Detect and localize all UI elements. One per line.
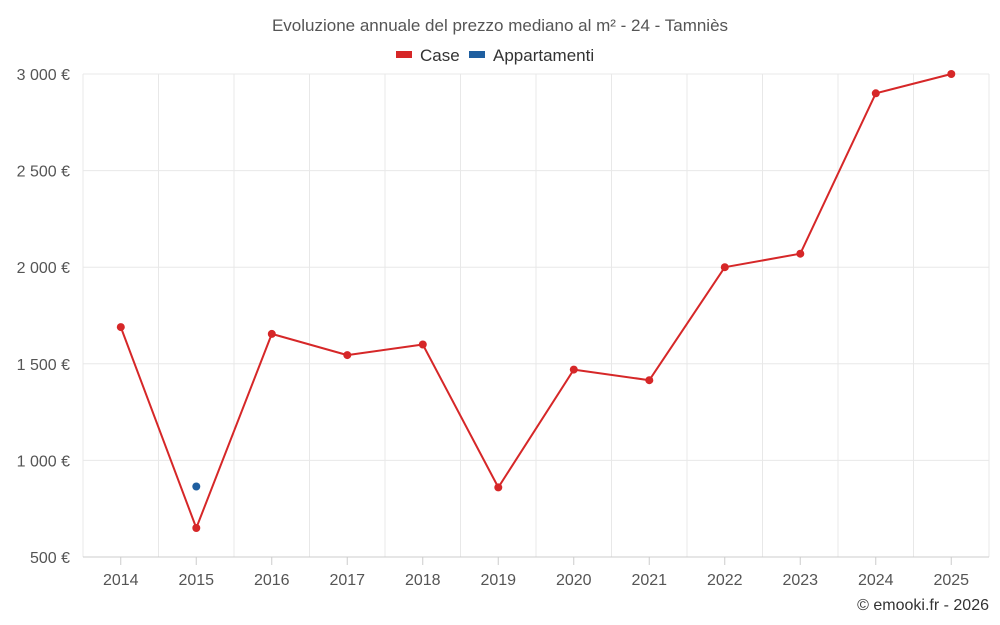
grid (82, 73, 990, 557)
y-axis: 500 € 1 000 € 1 500 € 2 000 € 2 500 € 3 000 € (17, 67, 70, 567)
data-point-case[interactable] (267, 329, 276, 338)
x-tick-label: 2015 (178, 572, 214, 589)
x-tick-label: 2025 (933, 572, 969, 589)
x-tick-label: 2024 (858, 572, 894, 589)
y-tick-label: 500 € (30, 550, 70, 567)
data-point-case[interactable] (871, 89, 880, 98)
series-line-case (119, 73, 952, 529)
legend: Case Appartamenti (396, 46, 594, 65)
series (116, 70, 956, 532)
x-tick-label: 2022 (707, 572, 743, 589)
series-case (116, 70, 956, 532)
x-tick-label: 2020 (556, 572, 592, 589)
data-point-case[interactable] (418, 340, 427, 349)
x-tick-label: 2019 (480, 572, 516, 589)
x-tick-label: 2023 (782, 572, 818, 589)
x-tick-label: 2021 (631, 572, 667, 589)
data-point-case[interactable] (569, 365, 578, 374)
legend-swatch-appartamenti (469, 51, 485, 58)
chart-title: Evoluzione annuale del prezzo mediano al… (272, 16, 728, 35)
legend-item-case[interactable]: Case (396, 46, 460, 65)
legend-label-case: Case (420, 46, 460, 65)
data-point-appartamenti[interactable] (192, 482, 201, 491)
data-point-case[interactable] (645, 376, 654, 385)
data-point-case[interactable] (720, 263, 729, 272)
y-tick-label: 2 000 € (17, 260, 70, 277)
y-tick-label: 1 500 € (17, 357, 70, 374)
y-tick-label: 1 000 € (17, 453, 70, 470)
x-tick-label: 2016 (254, 572, 290, 589)
legend-item-appartamenti[interactable]: Appartamenti (469, 46, 594, 65)
x-tick-label: 2014 (103, 572, 139, 589)
credit-text: © emooki.fr - 2026 (857, 597, 989, 614)
data-point-case[interactable] (494, 483, 503, 492)
data-point-case[interactable] (116, 323, 125, 332)
data-point-case[interactable] (796, 249, 805, 258)
data-point-case[interactable] (947, 70, 956, 78)
y-tick-label: 2 500 € (17, 164, 70, 181)
x-axis: 2014 2015 2016 2017 2018 2019 2020 2021 2022 2023… (83, 556, 989, 589)
y-tick-label: 3 000 € (17, 67, 70, 84)
series-appartamenti (192, 482, 201, 491)
x-tick-label: 2018 (405, 572, 441, 589)
data-point-case[interactable] (192, 524, 201, 532)
legend-swatch-case (396, 51, 412, 58)
legend-label-appartamenti: Appartamenti (493, 46, 594, 65)
data-point-case[interactable] (343, 351, 352, 360)
x-tick-label: 2017 (329, 572, 365, 589)
